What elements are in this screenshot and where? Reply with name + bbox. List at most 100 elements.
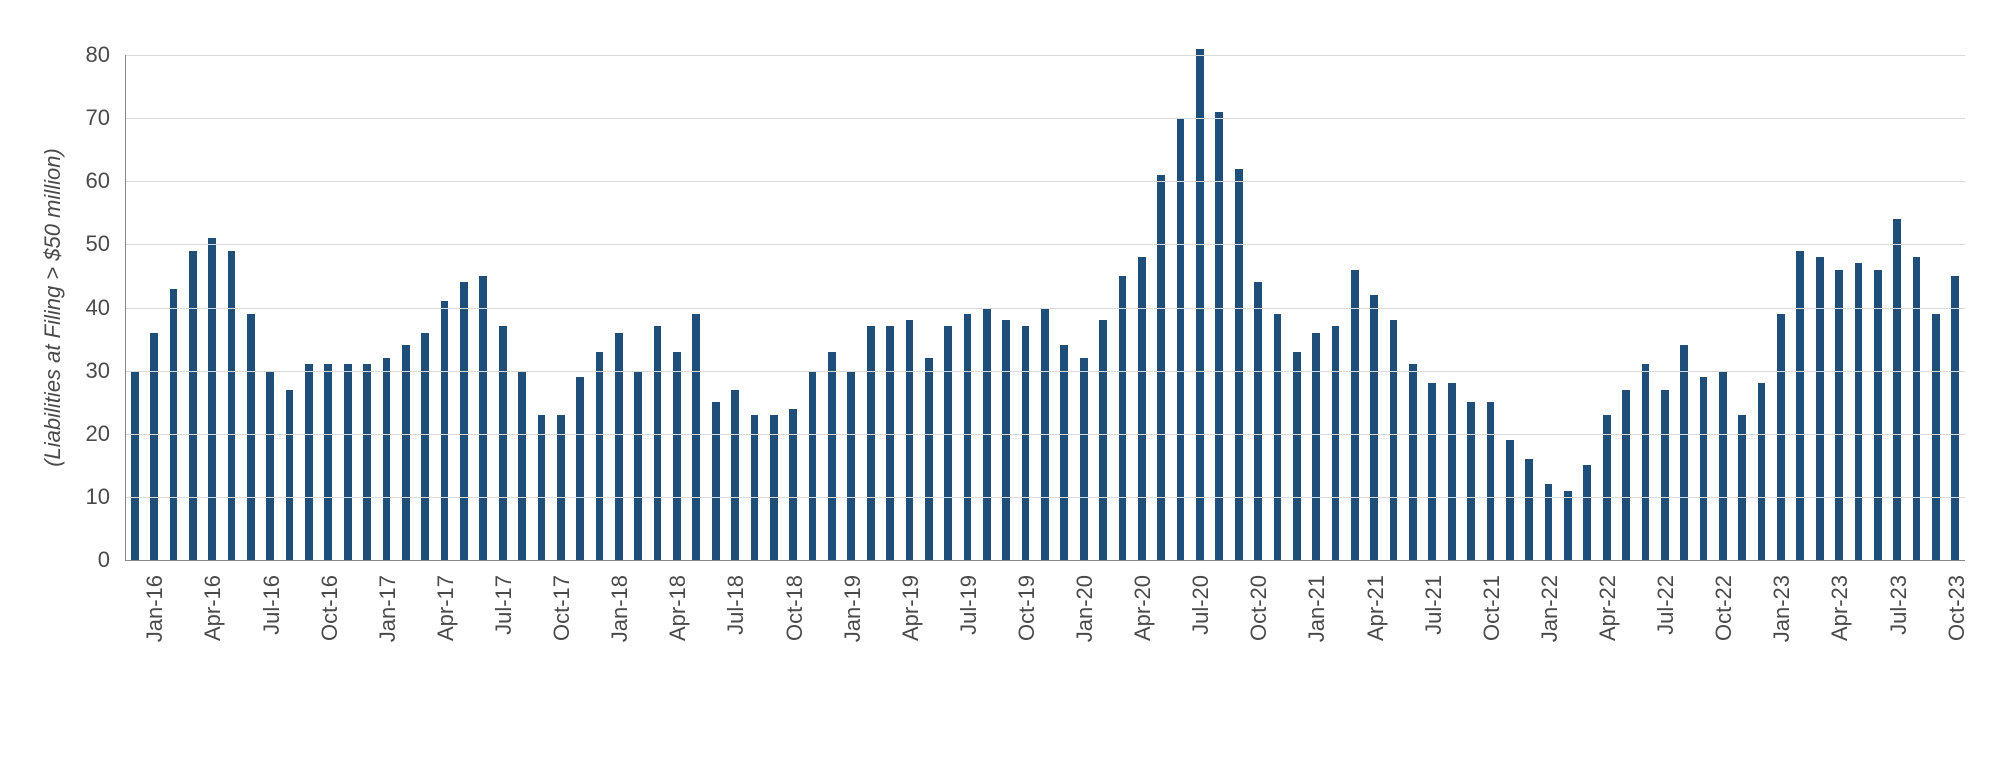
- x-tick-label: Oct-19: [1014, 575, 1040, 641]
- x-tick-label: Apr-18: [665, 575, 691, 641]
- bar: [1022, 326, 1030, 560]
- bar: [1312, 333, 1320, 560]
- bar: [1680, 345, 1688, 560]
- bar: [654, 326, 662, 560]
- bar: [189, 251, 197, 560]
- x-tick-label: Jul-17: [491, 575, 517, 635]
- bar: [1002, 320, 1010, 560]
- bar: [1758, 383, 1766, 560]
- x-tick-label: Jan-17: [375, 575, 401, 642]
- x-tick-label: Apr-20: [1130, 575, 1156, 641]
- x-tick-label: Jul-19: [956, 575, 982, 635]
- bar: [1874, 270, 1882, 560]
- plot-area: [125, 55, 1965, 560]
- bar: [557, 415, 565, 560]
- bar: [1409, 364, 1417, 560]
- bar: [479, 276, 487, 560]
- bar: [1293, 352, 1301, 560]
- bar: [344, 364, 352, 560]
- bar: [150, 333, 158, 560]
- bar: [1487, 402, 1495, 560]
- bar: [1448, 383, 1456, 560]
- gridline: [125, 244, 1965, 245]
- bar: [576, 377, 584, 560]
- bar: [1060, 345, 1068, 560]
- y-tick-label: 30: [0, 358, 110, 384]
- bar: [1796, 251, 1804, 560]
- gridline: [125, 308, 1965, 309]
- bar: [1370, 295, 1378, 560]
- bar: [305, 364, 313, 560]
- x-tick-label: Jan-18: [607, 575, 633, 642]
- bar: [1099, 320, 1107, 560]
- x-tick-label: Oct-18: [782, 575, 808, 641]
- bar: [441, 301, 449, 560]
- x-axis-line: [125, 560, 1965, 561]
- bar: [673, 352, 681, 560]
- bar: [867, 326, 875, 560]
- bar: [1525, 459, 1533, 560]
- bar: [1951, 276, 1959, 560]
- gridline: [125, 118, 1965, 119]
- bar: [1583, 465, 1591, 560]
- bar: [1603, 415, 1611, 560]
- bar: [1835, 270, 1843, 560]
- bar: [944, 326, 952, 560]
- bar: [1274, 314, 1282, 560]
- x-tick-label: Jul-21: [1421, 575, 1447, 635]
- bar: [1177, 118, 1185, 560]
- bar: [324, 364, 332, 560]
- y-tick-label: 0: [0, 547, 110, 573]
- bar: [1700, 377, 1708, 560]
- bar: [1913, 257, 1921, 560]
- x-tick-label: Apr-23: [1827, 575, 1853, 641]
- bar: [1196, 49, 1204, 560]
- gridline: [125, 181, 1965, 182]
- gridline: [125, 55, 1965, 56]
- y-tick-label: 80: [0, 42, 110, 68]
- bar: [1157, 175, 1165, 560]
- x-tick-label: Oct-21: [1479, 575, 1505, 641]
- bar: [1893, 219, 1901, 560]
- bar: [228, 251, 236, 560]
- x-tick-label: Jul-20: [1188, 575, 1214, 635]
- bar: [170, 289, 178, 560]
- x-tick-label: Jan-19: [840, 575, 866, 642]
- bar: [712, 402, 720, 560]
- bar: [789, 409, 797, 561]
- bar: [131, 371, 139, 560]
- bar: [499, 326, 507, 560]
- x-tick-label: Jul-22: [1653, 575, 1679, 635]
- bar: [383, 358, 391, 560]
- x-tick-label: Jan-23: [1769, 575, 1795, 642]
- bar: [1932, 314, 1940, 560]
- y-axis-line: [125, 55, 126, 560]
- x-tick-label: Jan-20: [1072, 575, 1098, 642]
- y-tick-label: 20: [0, 421, 110, 447]
- bar: [247, 314, 255, 560]
- bar: [1642, 364, 1650, 560]
- bar: [421, 333, 429, 560]
- bar: [1332, 326, 1340, 560]
- gridline: [125, 497, 1965, 498]
- x-tick-label: Oct-17: [549, 575, 575, 641]
- bar: [460, 282, 468, 560]
- bar: [1816, 257, 1824, 560]
- y-tick-label: 40: [0, 295, 110, 321]
- bar: [286, 390, 294, 560]
- bar: [1506, 440, 1514, 560]
- bar: [906, 320, 914, 560]
- bar: [692, 314, 700, 560]
- bar: [847, 371, 855, 560]
- x-tick-label: Jan-16: [142, 575, 168, 642]
- x-tick-label: Apr-19: [898, 575, 924, 641]
- bar: [1428, 383, 1436, 560]
- x-tick-label: Jul-18: [723, 575, 749, 635]
- bar: [1254, 282, 1262, 560]
- bar: [770, 415, 778, 560]
- bar: [964, 314, 972, 560]
- bar: [925, 358, 933, 560]
- bar: [1215, 112, 1223, 560]
- bar: [1138, 257, 1146, 560]
- bar: [886, 326, 894, 560]
